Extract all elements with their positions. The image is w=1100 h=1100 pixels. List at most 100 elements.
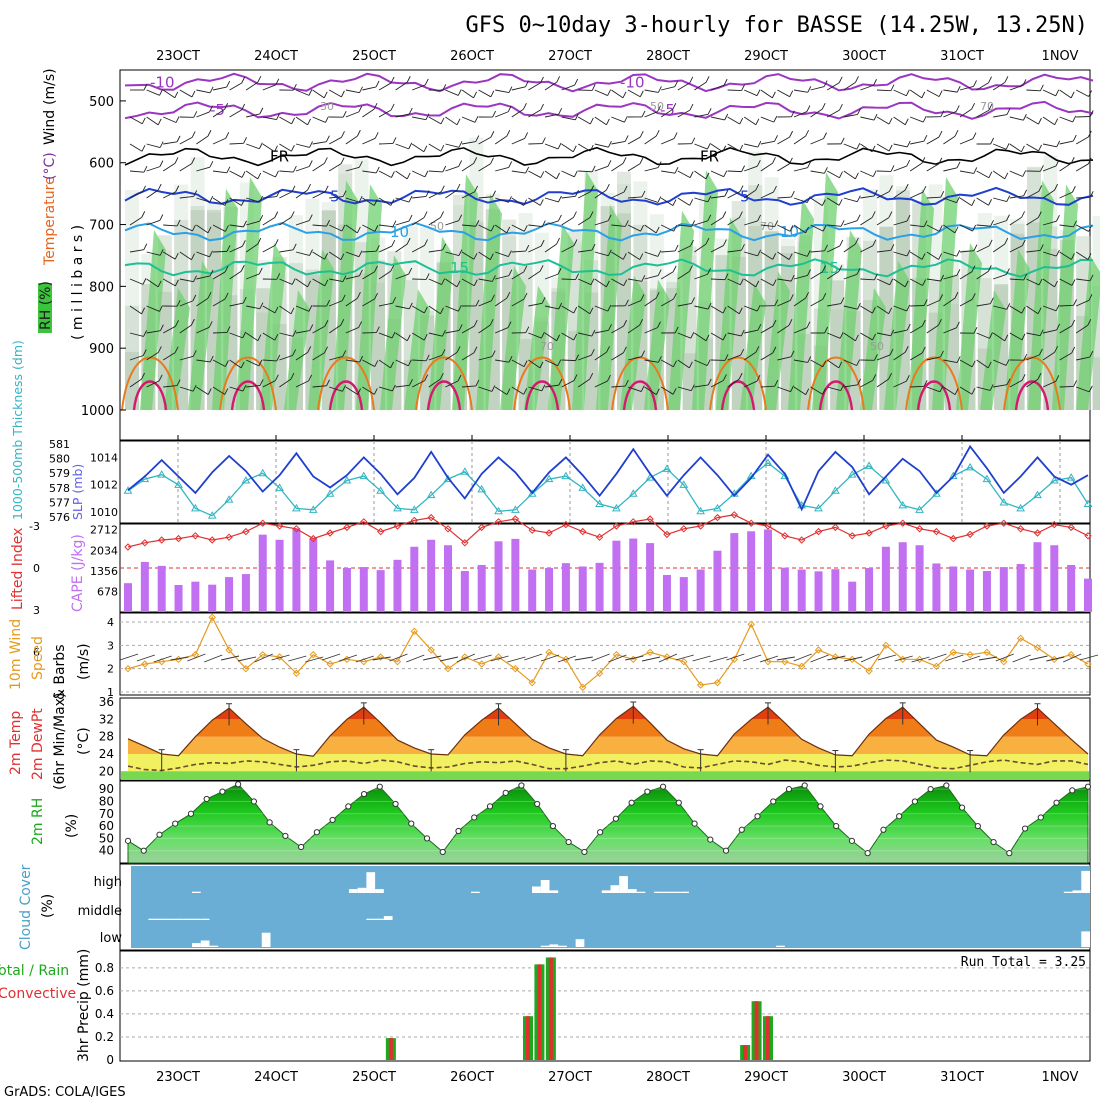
top-date-label: 30OCT [842,49,886,64]
wind-barb [677,270,690,280]
wind-barb [578,332,592,337]
rh2m-point [770,798,777,805]
wind-barb-flag [971,388,976,395]
wind-barb [1009,278,1024,281]
wind-barb [1059,89,1072,99]
lifted-index-point [797,536,806,544]
precip-label-1: Total / Rain [0,963,69,979]
wind-speed-point [663,653,671,661]
wind-barb [544,113,559,118]
lifted-index-point [208,536,216,544]
wind-barb [461,278,475,287]
wind-barb [909,89,923,99]
wind-barb [411,217,425,226]
rh2m-point [911,798,918,805]
wind-barb [1009,245,1023,253]
wind-barb [129,278,144,285]
wind-barb-flag [674,326,679,334]
wind-barb-flag [242,296,247,304]
wind-barb [196,197,210,203]
wind-barb-flag [855,334,859,342]
thickness-point [460,467,470,475]
lifted-index-point [242,527,250,536]
rh-contour-label: 50 [870,340,884,353]
wind-barb [644,359,659,363]
wind-tick-label: 1 [107,686,114,699]
wind-barb-flag [608,324,612,331]
cloud-cover-block [261,932,271,947]
cape-bar [865,568,874,612]
rh-high-streak [356,184,382,410]
rh2m-point [754,813,761,820]
wind-barb-flag [558,378,563,386]
wind-barb-flag [805,226,809,234]
wind-barb [362,108,375,118]
rh-contour-label: 70 [540,340,554,353]
wind-barb-flag [789,294,794,301]
wind-barb-flag [143,243,148,250]
lifted-index-point [309,534,317,543]
wind-barb [926,299,940,307]
wind-barb-flag [691,137,696,144]
wind-barb [943,359,958,364]
wind-barb-flag [1071,253,1075,260]
wind-barb [594,251,609,257]
wind-barb-flag [375,245,380,252]
rh2m-point [408,820,415,827]
wind-barb [212,197,226,206]
wind-barb [594,116,607,126]
wind-barb-flag [772,157,776,164]
top-date-label: 27OCT [548,49,592,64]
wind-barb-flag [291,278,296,285]
cloud-row-label: high [94,875,122,890]
wind-barb [279,249,294,253]
wind-barb-flag [738,372,743,380]
wind-barb [428,249,443,253]
wind-barb-flag [1021,145,1025,153]
rh2m-point [1084,783,1092,790]
wind-barb [428,354,443,361]
wind-barb-flag [838,265,843,272]
wind-speed-point [595,669,604,678]
wind-barb-flag [473,157,478,164]
wind-barb-flag [857,378,862,386]
wind-barb [677,245,691,253]
wind-barb [810,170,825,174]
wind-barb [843,332,856,342]
wind-barb [561,305,574,314]
isotherm-line [124,258,1094,278]
wind-barb [411,332,425,341]
wind-barb [893,189,906,199]
wind-barb [295,116,308,126]
thickness-point [696,506,706,515]
temp2m-label-3: (6hr Min/Max) [52,693,68,790]
wind-barb [777,278,792,282]
wind-barb-flag [275,78,280,86]
wind-barb [328,136,342,145]
slp-series [123,444,1093,519]
wind-barb [279,378,292,388]
cape-bar [1050,545,1059,612]
wind-barb-flag [308,160,313,167]
surface-isotherm-30 [622,380,658,411]
wind-barb-flag [1088,90,1092,97]
wind-barb-flag [657,86,662,93]
wind-barb [860,170,874,178]
wind-barb [594,220,609,226]
cloud-cover-block [671,891,681,893]
wind-barb [428,143,442,152]
wind-barb-flag [358,105,363,113]
wind-barb-flag [639,318,644,326]
wind-barb [860,143,873,153]
lifted-index-point [427,513,435,522]
wind-barb [627,278,642,282]
wind-barb-flag [241,76,246,84]
wind-barb-flag [807,161,811,168]
thickness-point [426,490,436,499]
rh-contour-label: 30 [320,100,334,113]
lifted-index-point [848,532,856,540]
wind-barb-flag [1006,195,1011,202]
cloud-cover-block [627,889,637,893]
wind-barb-flag [689,199,694,206]
wind-barb-flag [1006,108,1011,115]
